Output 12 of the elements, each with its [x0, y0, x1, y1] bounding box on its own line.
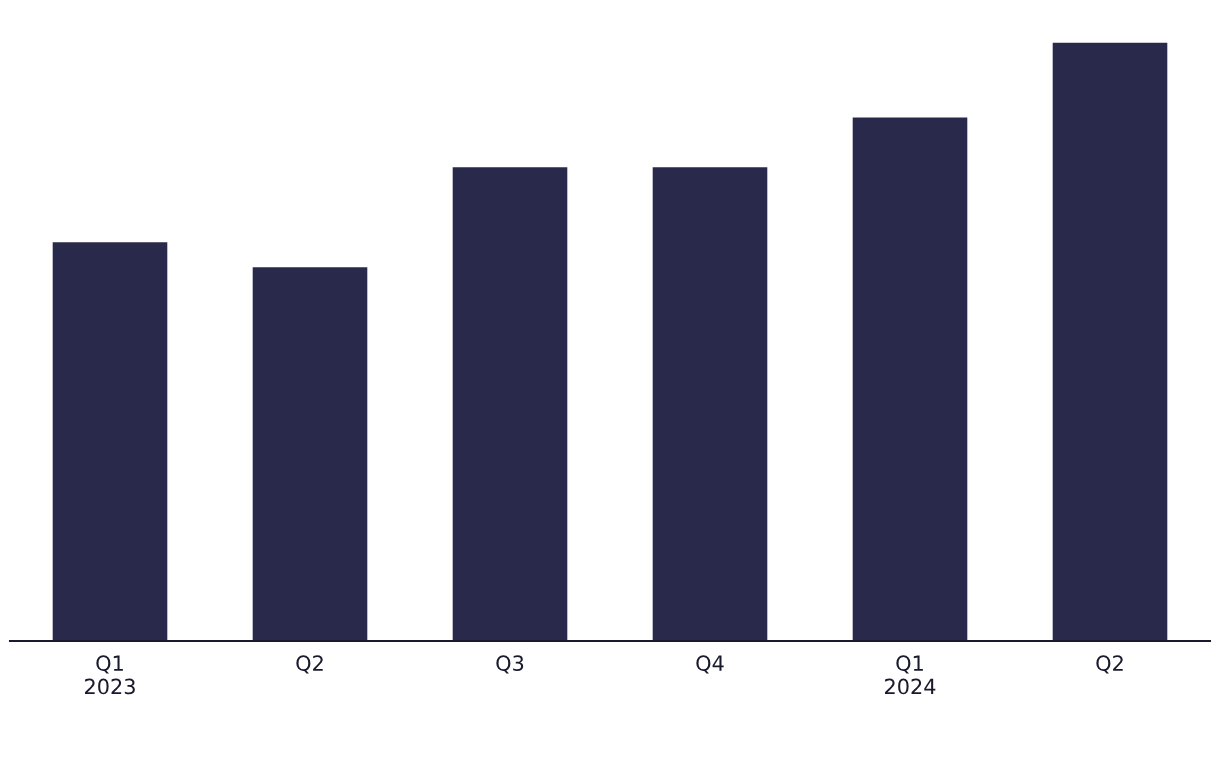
x-tick-label: Q4: [696, 655, 724, 674]
x-tick-label: Q2: [296, 655, 323, 674]
bar: [251, 265, 369, 641]
x-tick-label: Q1 2024: [885, 655, 936, 695]
bar: [651, 165, 769, 641]
bar: [851, 116, 969, 641]
bar: [1051, 42, 1169, 641]
x-tick-label: Q1 2023: [85, 655, 135, 695]
bar: [51, 240, 169, 641]
x-tick-label: Q3: [496, 655, 524, 674]
x-tick-label: Q2: [1096, 655, 1123, 674]
bar: [451, 165, 569, 641]
